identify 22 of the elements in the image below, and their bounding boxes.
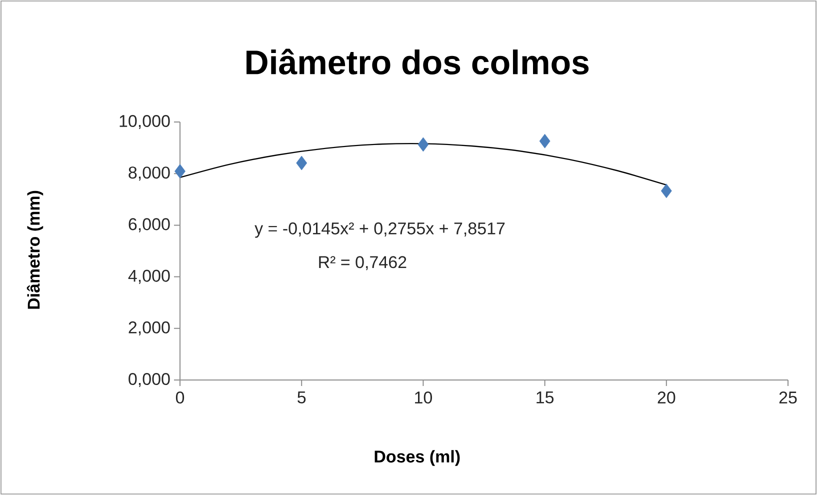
y-tick-label: 4,000 — [128, 270, 170, 284]
annotation: y = -0,0145x² + 0,2755x + 7,8517 — [254, 222, 505, 238]
point — [174, 164, 186, 178]
y-tick-label: 0,000 — [128, 372, 170, 388]
x-tick-label: 15 — [536, 392, 554, 404]
y-tick-label: 10,000 — [120, 114, 170, 130]
chart-title: Diâmetro dos colmos — [246, 48, 589, 74]
y-tick-label: 8,000 — [128, 166, 170, 181]
y-tick-label: 6,000 — [128, 218, 170, 232]
annotation: R² = 0,7462 — [319, 256, 406, 270]
point — [660, 184, 672, 198]
point — [418, 137, 429, 152]
y-axis-title: Diâmetro (mm) — [26, 190, 44, 309]
x-tick-label: 25 — [779, 392, 797, 404]
x-tick-label: 0 — [176, 392, 184, 404]
x-tick-label: 10 — [415, 392, 432, 404]
point — [296, 156, 308, 170]
x-tick-label: 20 — [658, 392, 676, 404]
point — [539, 134, 550, 148]
x-axis-title: Doses (ml) — [374, 450, 460, 466]
y-tick-label: 2,000 — [128, 321, 170, 336]
x-tick-label: 5 — [298, 392, 306, 404]
